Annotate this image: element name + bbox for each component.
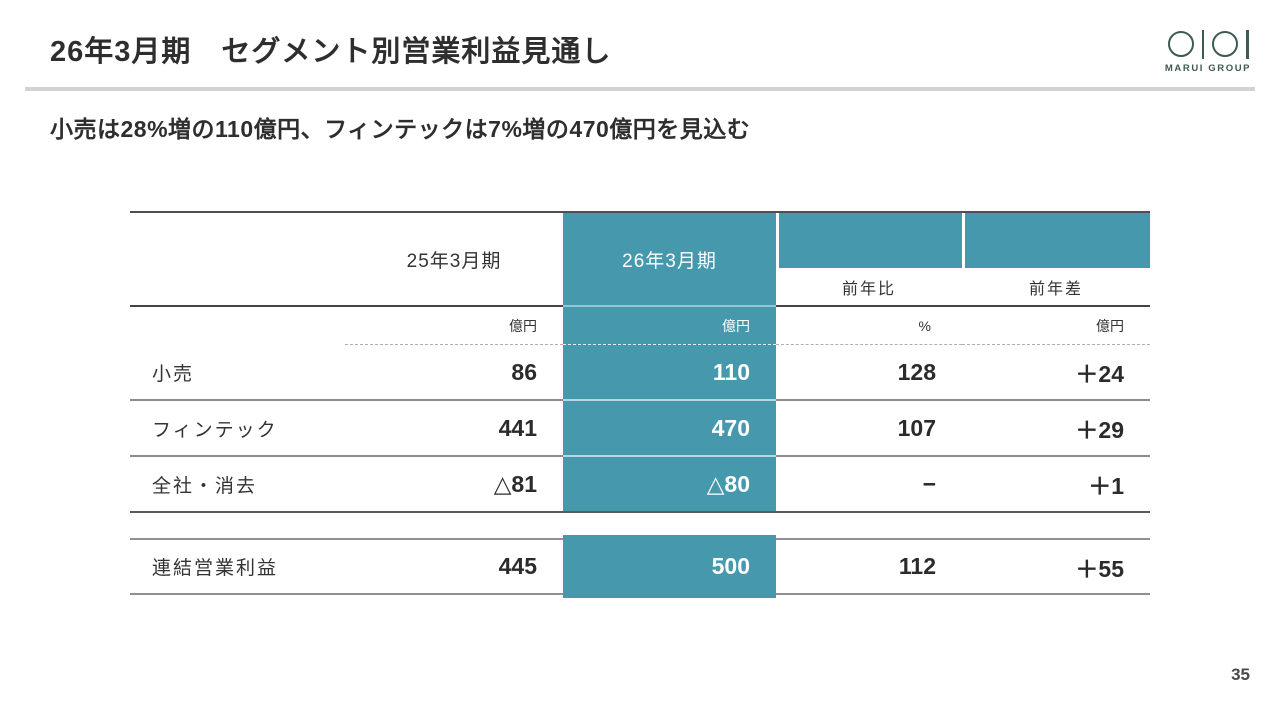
total-fy26-cell: 500: [563, 535, 776, 598]
retail-diff-value: ＋24: [962, 345, 1150, 401]
logo-circle-icon: [1167, 31, 1194, 57]
slide-subtitle: 小売は28%増の110億円、フィンテックは7%増の470億円を見込む: [50, 116, 751, 142]
retail-yoy-value: 128: [776, 345, 962, 401]
fintech-diff-value: ＋29: [962, 401, 1150, 457]
row-label-consolidated-operating-profit: 連結営業利益: [130, 538, 345, 595]
logo-bar-icon: [1246, 29, 1249, 59]
corporate-fy25-value: △81: [345, 457, 563, 513]
fintech-fy25-value: 441: [345, 401, 563, 457]
corporate-diff-value: ＋1: [962, 457, 1150, 513]
header-diff-teal-cap: [965, 213, 1150, 268]
total-fy26-value: 500: [563, 535, 776, 598]
row-label-fintech: フィンテック: [130, 401, 345, 457]
title-divider: [25, 87, 1255, 91]
retail-fy25-value: 86: [345, 345, 563, 401]
corporate-yoy-value: −: [776, 457, 962, 513]
unit-spacer-cell: [130, 307, 345, 345]
page-number: 35: [1231, 665, 1250, 684]
unit-diff: 億円: [962, 307, 1150, 345]
unit-yoy: %: [776, 307, 962, 345]
corporate-fy26-value: △80: [563, 457, 776, 513]
unit-fy25: 億円: [345, 307, 563, 345]
fintech-fy26-value: 470: [563, 401, 776, 457]
header-yoy-label: 前年比: [841, 280, 896, 298]
row-label-corporate-elimination: 全社・消去: [130, 457, 345, 513]
unit-fy26: 億円: [563, 307, 776, 345]
total-yoy-value: 112: [776, 538, 962, 595]
header-diff-label: 前年差: [1028, 280, 1083, 298]
page-title: 26年3月期 セグメント別営業利益見通し: [50, 36, 612, 68]
logo-circle-icon: [1212, 31, 1238, 57]
segment-operating-profit-table: 25年3月期 26年3月期 前年比 前年差 億円 億円 % 億円 小売 86 1…: [130, 211, 1150, 598]
header-fy26: 26年3月期: [563, 213, 776, 307]
logo-brand-text: MARUI GROUP: [1164, 63, 1252, 74]
marui-group-logo: MARUI GROUP: [1162, 28, 1254, 74]
logo-bar-icon: [1201, 29, 1204, 59]
total-fy25-value: 445: [345, 538, 563, 595]
total-diff-value: ＋55: [962, 538, 1150, 595]
header-fy25: 25年3月期: [345, 213, 563, 307]
fintech-yoy-value: 107: [776, 401, 962, 457]
header-yoy-teal-cap: [779, 213, 962, 268]
header-yoy-cell: 前年比: [776, 213, 962, 307]
header-diff-cell: 前年差: [962, 213, 1150, 307]
header-spacer-cell: [130, 213, 345, 307]
row-label-retail: 小売: [130, 345, 345, 401]
oioi-logo-icon: [1162, 28, 1254, 60]
retail-fy26-value: 110: [563, 345, 776, 401]
